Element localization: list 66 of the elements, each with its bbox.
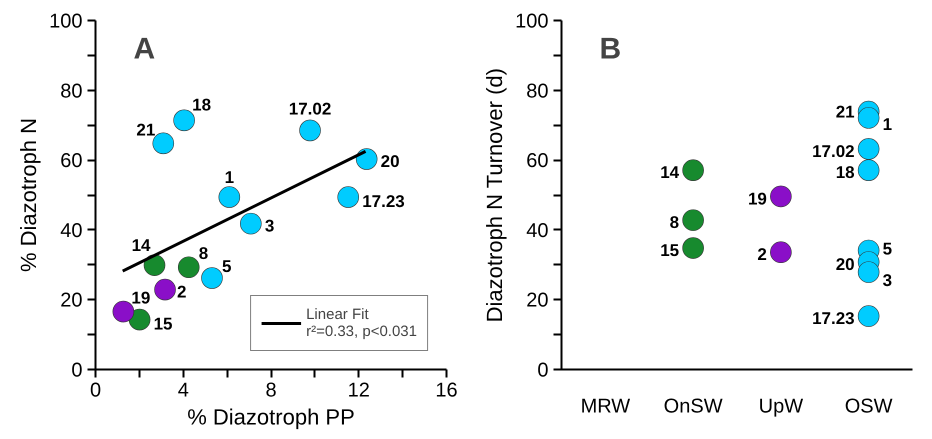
y-tick-label: 0 [537,360,548,382]
y-tick-label: 100 [49,10,83,32]
x-tick-label: OSW [844,396,893,418]
annotation: 15 [154,314,173,334]
x-tick-label: 4 [178,380,189,402]
y-tick-label: 0 [71,360,82,382]
y-axis-title: Diazotroph N Turnover (d) [482,68,508,322]
annotation: 14 [660,163,680,182]
point [299,120,321,142]
x-tick-label: 8 [265,380,277,402]
point [112,300,134,322]
y-tick-label: 20 [526,290,549,312]
x-tick-label: 0 [90,380,102,402]
y-axis-title: % Diazotroph N [16,118,42,272]
y-tick-label: 100 [515,10,549,32]
annotation: 14 [132,236,152,256]
annotation: 17.23 [812,309,855,328]
annotation: 1 [882,114,892,134]
y-tick-label: 60 [526,150,549,172]
annotation: r²=0.33, p<0.031 [306,323,417,340]
x-tick-label: 16 [435,380,458,402]
annotation: 18 [836,163,855,182]
point [173,110,195,132]
point [337,186,360,208]
point [178,256,200,278]
point [356,148,378,170]
y-tick-label: 40 [526,220,549,242]
x-tick-label: 12 [348,380,370,402]
annotation: 21 [136,120,156,140]
annotation: 19 [748,189,767,208]
point [144,254,166,276]
point [240,212,262,234]
chart-title: A [134,32,156,66]
y-tick-label: 40 [60,220,83,242]
x-tick-label: MRW [580,396,630,418]
y-tick-label: 20 [60,290,83,312]
annotation: 5 [222,257,232,276]
annotation: 2 [177,282,187,302]
point [154,278,176,300]
annotation: 1 [224,168,234,188]
annotation: 8 [670,213,680,232]
y-tick-label: 80 [526,80,549,102]
annotation: 8 [198,244,208,264]
annotation: 21 [836,102,855,122]
point [218,186,240,208]
annotation: 20 [836,255,855,274]
annotation: 3 [882,271,892,290]
annotation: 17.02 [288,99,332,118]
annotation: 3 [264,216,274,236]
point [128,308,150,330]
x-tick-label: OnSW [664,396,723,418]
annotation: 18 [192,95,212,114]
annotation: 19 [131,288,150,308]
annotation: 17.23 [362,192,405,212]
y-tick-label: 80 [60,80,83,102]
annotation: 2 [757,245,767,264]
x-tick-label: UpW [758,396,804,418]
annotation: 17.02 [812,142,855,161]
legend-label: Linear Fit [306,306,369,323]
point [201,267,223,289]
x-axis-title: % Diazotroph PP [187,404,355,430]
annotation: 15 [660,241,680,260]
annotation: 5 [882,239,892,258]
annotation: 20 [380,152,400,172]
y-tick-label: 60 [60,150,83,172]
chart-title: B [600,32,622,66]
